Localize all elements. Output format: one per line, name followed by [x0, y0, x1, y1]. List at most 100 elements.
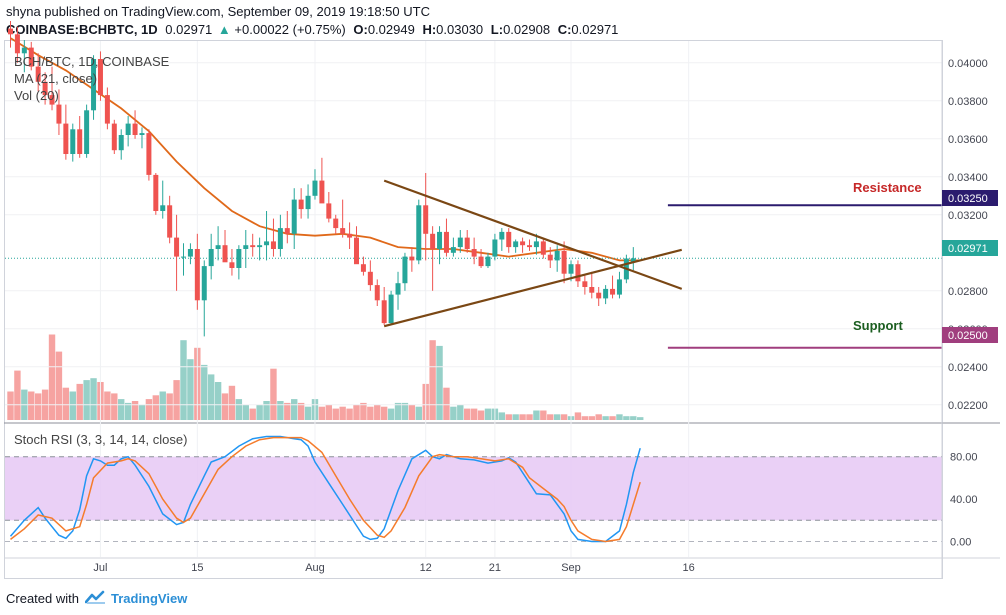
volume-bar	[616, 414, 623, 420]
time-tick-label: 12	[420, 562, 432, 574]
volume-bar	[512, 414, 519, 420]
symbol-quote-line: COINBASE:BCHBTC, 1D 0.02971 ▲ +0.00022 (…	[6, 22, 618, 37]
volume-bar	[277, 401, 284, 420]
candle-body	[603, 288, 609, 299]
candle-body	[561, 250, 567, 274]
support-price-tag	[942, 327, 998, 343]
pair-legend: BCH/BTC, 1D, COINBASE	[14, 54, 170, 69]
volume-bar	[401, 402, 409, 420]
volume-bar	[76, 383, 83, 420]
change-value: +0.00022 (+0.75%)	[234, 22, 346, 37]
volume-bar	[394, 402, 402, 420]
candle-body	[450, 247, 456, 253]
candle-body	[340, 228, 346, 234]
symbol-label[interactable]: COINBASE:BCHBTC, 1D	[6, 22, 158, 37]
volume-bar	[623, 416, 630, 420]
candle-body	[181, 256, 186, 258]
candle-body	[464, 237, 470, 249]
volume-bar	[69, 391, 76, 420]
volume-bar	[436, 345, 443, 420]
candle-body	[354, 237, 359, 265]
volume-bar	[173, 380, 180, 420]
volume-bar	[415, 406, 422, 420]
volume-bar	[28, 391, 35, 420]
price-tick-label: 0.04000	[948, 58, 988, 70]
volume-bar	[353, 404, 360, 420]
volume-bar	[387, 408, 395, 420]
candle-body	[118, 135, 124, 151]
last-price-tag-text: 0.02971	[948, 243, 988, 255]
volume-bar	[484, 408, 492, 420]
volume-bar	[207, 374, 215, 420]
candle-body	[416, 205, 422, 261]
volume-bar	[526, 414, 533, 420]
candle-body	[388, 294, 394, 324]
candle-body	[367, 271, 373, 286]
volume-legend: Vol (20)	[14, 88, 59, 103]
candle-body	[513, 241, 519, 248]
candle-body	[547, 254, 553, 261]
ma-layer	[5, 37, 942, 262]
candle-body	[360, 264, 366, 272]
candle-body	[42, 81, 48, 96]
triangle-trendline	[383, 248, 683, 328]
volume-bar	[263, 401, 270, 420]
candle-body	[582, 281, 588, 287]
candle-body	[347, 233, 353, 238]
candle-body	[485, 256, 491, 267]
volume-bar	[159, 391, 166, 420]
time-tick-label: Sep	[561, 562, 581, 574]
volume-bar	[83, 380, 90, 420]
volume-bar	[374, 404, 381, 420]
candle-body	[610, 288, 616, 295]
volume-bar	[256, 404, 263, 420]
candle-body	[243, 245, 249, 249]
candle-body	[257, 245, 263, 248]
high-value: 0.03030	[436, 22, 484, 37]
volume-bar	[533, 410, 540, 420]
tradingview-brand[interactable]: TradingView	[110, 591, 188, 606]
volume-bar	[62, 387, 70, 420]
candle-body	[291, 199, 297, 234]
candle-body	[630, 258, 636, 263]
rsi-layer	[5, 435, 942, 543]
candle-body	[333, 218, 339, 229]
volume-bar	[318, 406, 326, 420]
candle-body	[187, 249, 193, 257]
volume-bar	[131, 401, 139, 420]
candle-body	[201, 266, 207, 301]
volume-bar	[214, 382, 222, 420]
stoch-rsi-k-line	[9, 435, 641, 543]
candle-body	[125, 123, 131, 135]
volume-bar	[291, 399, 298, 420]
candle-body	[8, 28, 13, 35]
candle-body	[56, 104, 62, 124]
volume-bar	[118, 399, 125, 420]
candle-body	[423, 205, 429, 234]
tradingview-logo-icon	[84, 590, 107, 607]
candle-body	[554, 250, 560, 261]
stoch-rsi-legend: Stoch RSI (3, 3, 14, 14, close)	[14, 432, 188, 447]
candle-body	[28, 47, 34, 67]
candle-body	[222, 245, 228, 263]
price-tick-label: 0.02800	[948, 286, 988, 298]
candle-body	[589, 287, 595, 293]
volume-bar	[464, 408, 471, 420]
volume-bar	[249, 408, 256, 420]
candle-body	[97, 59, 103, 96]
candle-body	[520, 241, 526, 246]
volume-bar	[380, 406, 388, 420]
resistance-label: Resistance	[853, 180, 922, 195]
volume-bar	[595, 414, 602, 420]
rsi-tick-label: 80.00	[950, 452, 978, 464]
time-tick-label: 15	[191, 562, 203, 574]
candle-body	[194, 249, 200, 301]
last-price-value: 0.02971	[165, 22, 213, 37]
candle-layer	[8, 21, 636, 337]
high-label: H:	[422, 22, 437, 37]
volume-bar	[470, 408, 478, 420]
volume-bar	[540, 410, 547, 420]
candle-body	[478, 256, 484, 267]
candle-body	[319, 180, 325, 204]
